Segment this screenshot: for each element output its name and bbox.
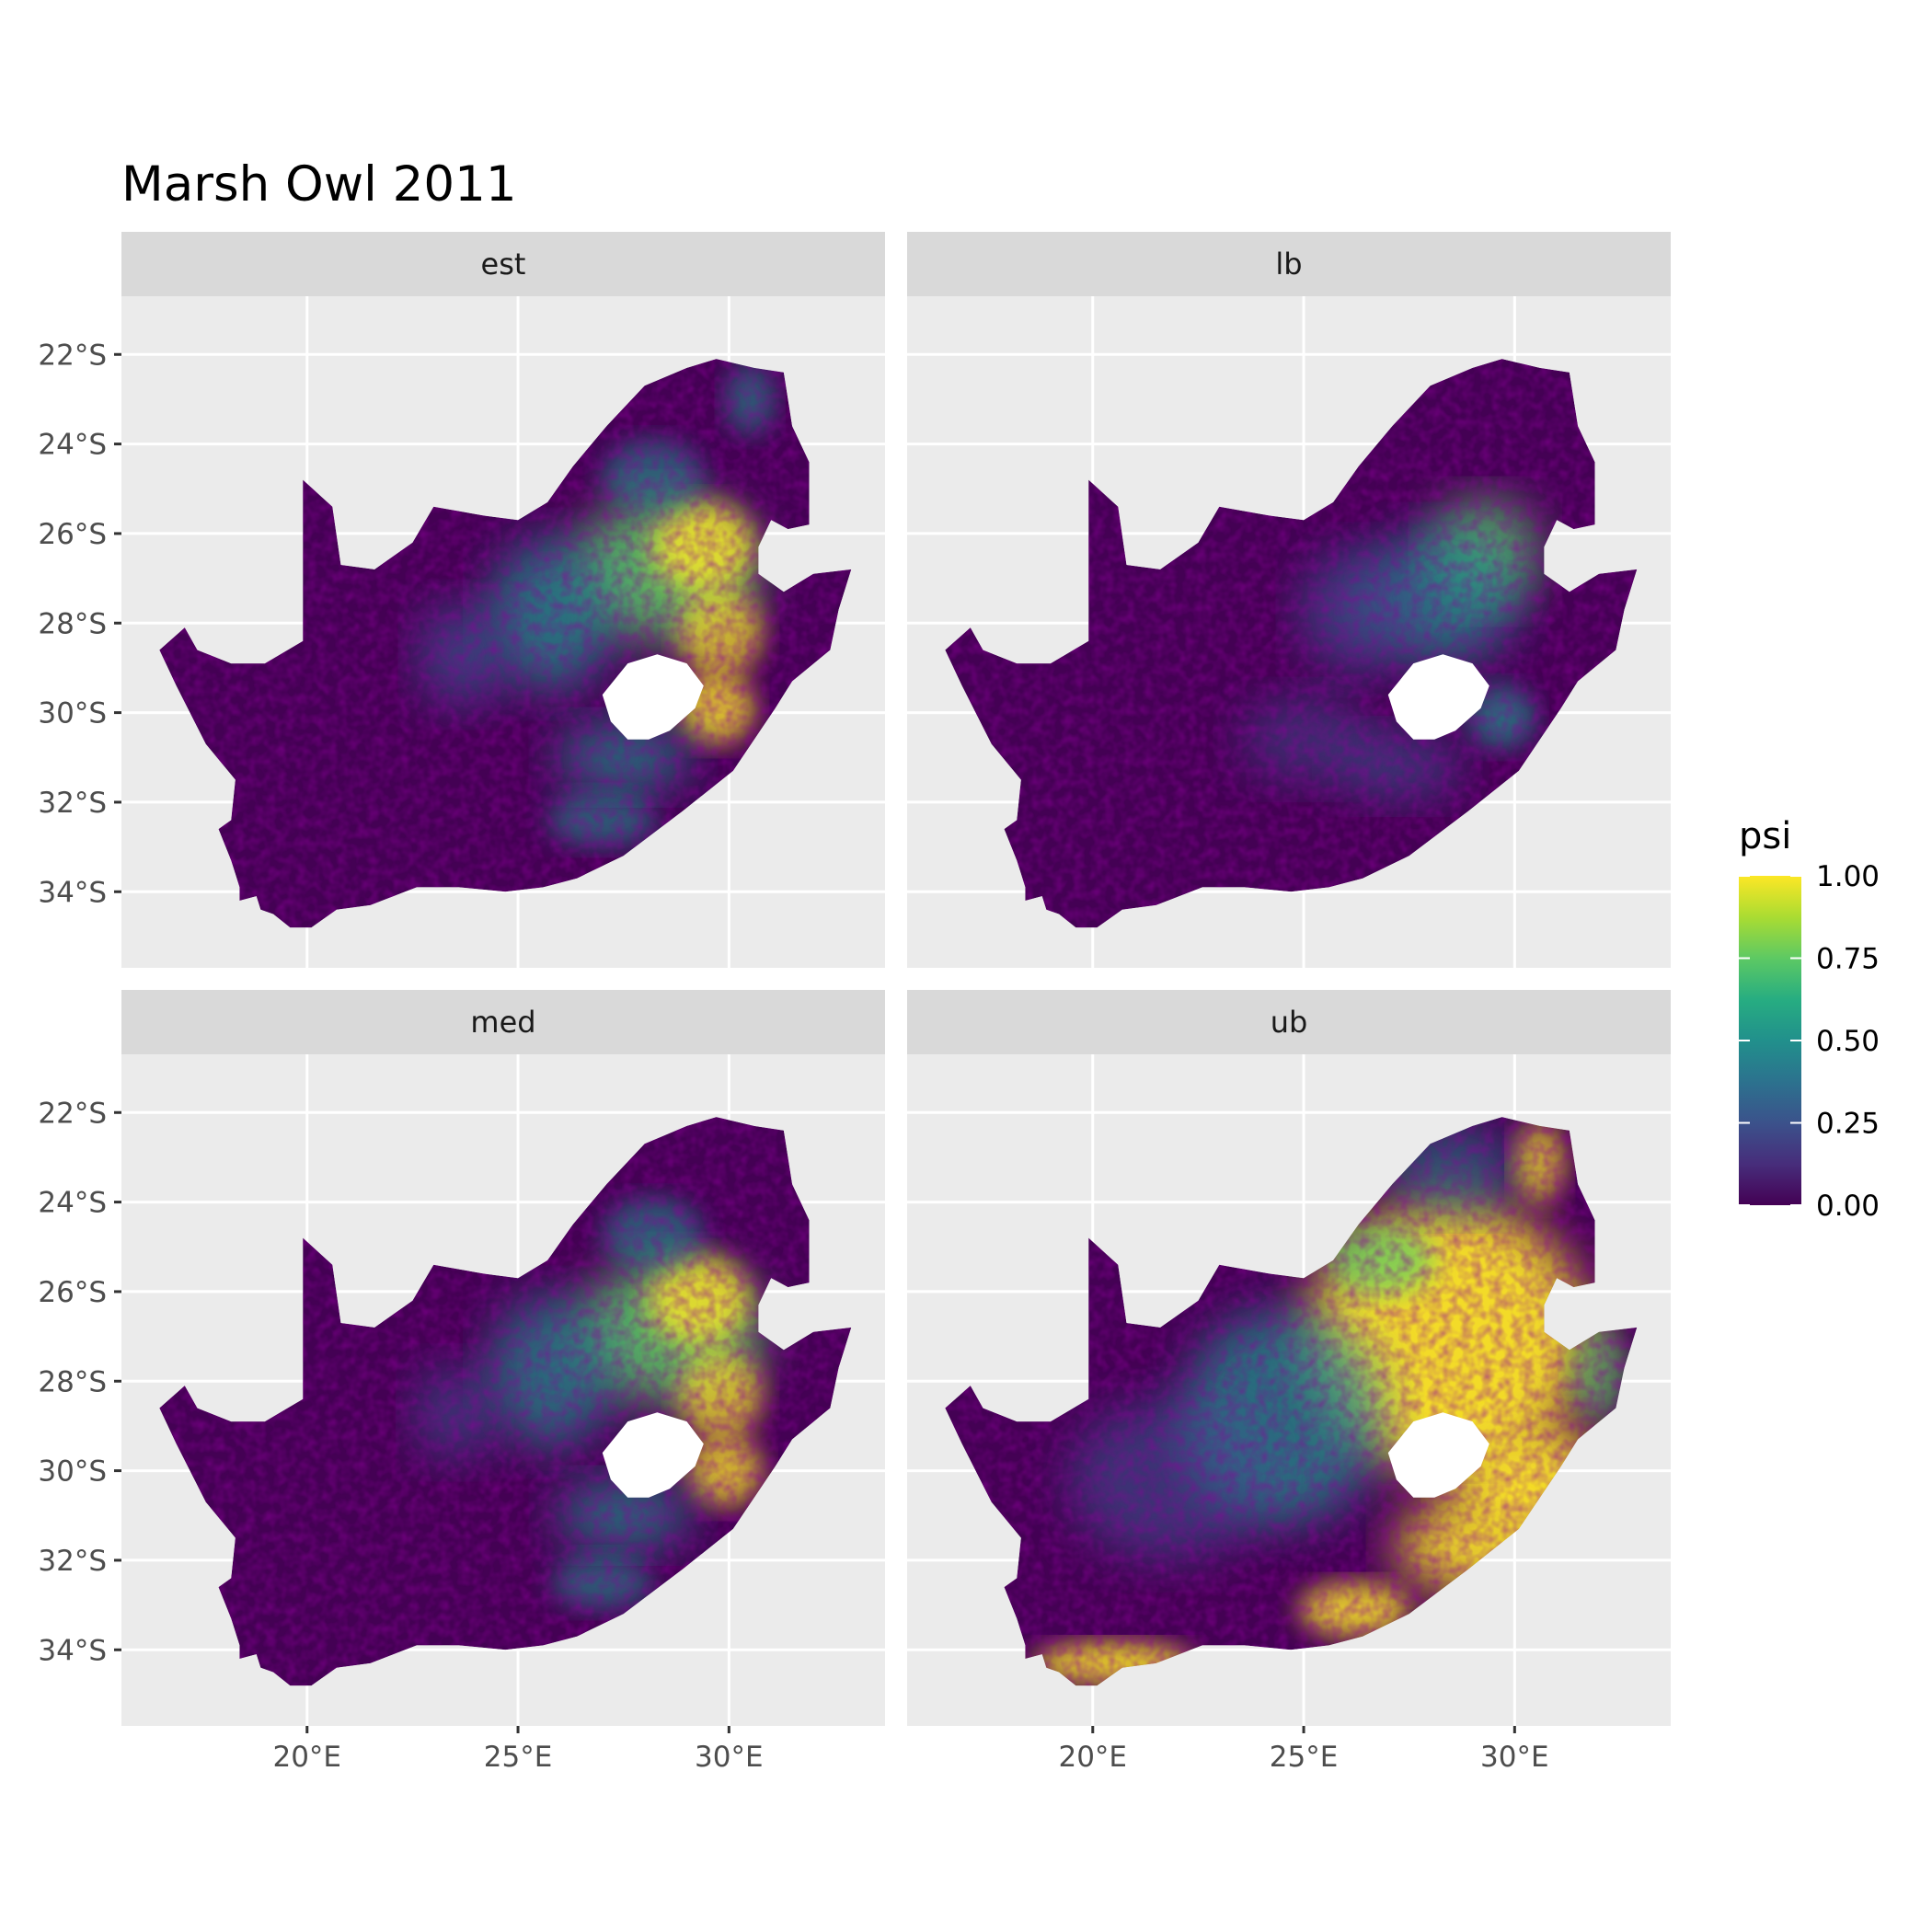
facet-strip: [121, 990, 885, 1054]
legend-label: 0.00: [1816, 1190, 1880, 1223]
facet-panel-med: med 22°S 24°S 26°S 28°S 30°S 32°S 34°S 20°E 25°E 3…: [38, 990, 885, 1774]
y-tick-label: 26°S: [38, 518, 107, 551]
legend-label: 0.75: [1816, 943, 1880, 976]
x-tick-label: 20°E: [1058, 1741, 1127, 1774]
lesotho-gap: [1387, 654, 1489, 740]
y-tick-label: 34°S: [38, 876, 107, 909]
legend-label: 1.00: [1816, 860, 1880, 893]
facet-strip-label: med: [470, 1005, 535, 1040]
y-tick-label: 24°S: [38, 1187, 107, 1220]
y-tick-label: 32°S: [38, 787, 107, 820]
facet-strip-label: ub: [1271, 1005, 1308, 1040]
y-tick-label: 30°S: [38, 1455, 107, 1489]
facet-panels: est 22°S 24°S 26°S 28°S 30°S 32°S 34°S lb med 22°S…: [38, 232, 1671, 1774]
x-tick-label: 20°E: [272, 1741, 341, 1774]
facet-strip: [907, 232, 1671, 296]
facet-panel-est: est 22°S 24°S 26°S 28°S 30°S 32°S 34°S: [38, 232, 885, 968]
legend-ticks: 1.00 0.75 0.50 0.25 0.00: [1739, 860, 1880, 1223]
color-legend: psi 1.00 0.75 0.50 0.25 0.00: [1739, 815, 1880, 1223]
y-tick-label: 24°S: [38, 429, 107, 462]
legend-title: psi: [1739, 815, 1791, 857]
y-tick-label: 30°S: [38, 697, 107, 730]
y-tick-label: 22°S: [38, 1097, 107, 1130]
y-tick-label: 22°S: [38, 339, 107, 372]
x-tick-label: 30°E: [1480, 1741, 1549, 1774]
lesotho-gap: [1387, 1412, 1489, 1498]
y-tick-label: 28°S: [38, 1365, 107, 1398]
legend-label: 0.25: [1816, 1108, 1880, 1141]
facet-panel-ub: ub 20°E 25°E 30°E: [907, 990, 1671, 1774]
y-tick-label: 32°S: [38, 1545, 107, 1578]
x-tick-label: 25°E: [1270, 1741, 1339, 1774]
facet-strip-label: lb: [1275, 247, 1302, 282]
x-tick-label: 30°E: [695, 1741, 764, 1774]
lesotho-gap: [602, 654, 704, 740]
y-tick-label: 34°S: [38, 1634, 107, 1667]
lesotho-gap: [602, 1412, 704, 1498]
y-tick-label: 26°S: [38, 1276, 107, 1309]
facet-strip-label: est: [481, 247, 526, 282]
facet-strip: [907, 990, 1671, 1054]
legend-label: 0.50: [1816, 1025, 1880, 1058]
facet-panel-lb: lb: [907, 232, 1671, 968]
facet-strip: [121, 232, 885, 296]
chart-title: Marsh Owl 2011: [121, 156, 517, 213]
y-tick-label: 28°S: [38, 607, 107, 640]
x-tick-label: 25°E: [484, 1741, 553, 1774]
